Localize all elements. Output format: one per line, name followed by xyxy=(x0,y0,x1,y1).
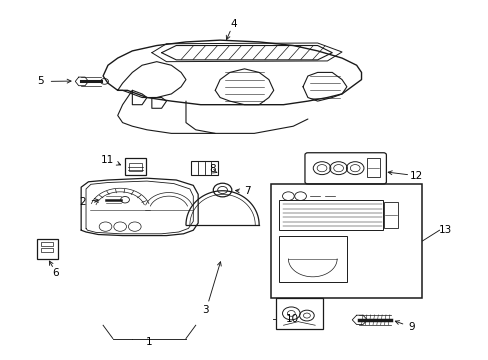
Bar xyxy=(129,163,142,171)
Bar xyxy=(37,239,58,259)
Text: 3: 3 xyxy=(202,305,208,315)
Bar xyxy=(278,200,383,230)
Text: 4: 4 xyxy=(230,19,237,29)
Text: 1: 1 xyxy=(146,337,152,347)
Text: 5: 5 xyxy=(37,76,44,86)
Bar xyxy=(276,298,322,329)
Bar xyxy=(278,235,346,282)
Bar xyxy=(366,158,379,177)
Text: 6: 6 xyxy=(52,268,59,278)
Text: 12: 12 xyxy=(409,171,423,181)
Bar xyxy=(271,184,422,298)
Text: 7: 7 xyxy=(244,186,250,197)
Bar xyxy=(41,248,53,252)
Text: 11: 11 xyxy=(100,155,113,165)
Bar xyxy=(125,158,146,175)
Bar xyxy=(190,161,217,175)
Text: 8: 8 xyxy=(209,164,216,174)
Text: 9: 9 xyxy=(407,322,414,332)
Text: 2: 2 xyxy=(79,197,86,207)
Text: 13: 13 xyxy=(438,225,451,235)
Bar xyxy=(41,242,53,246)
Text: 10: 10 xyxy=(285,314,298,324)
Bar xyxy=(383,202,397,228)
